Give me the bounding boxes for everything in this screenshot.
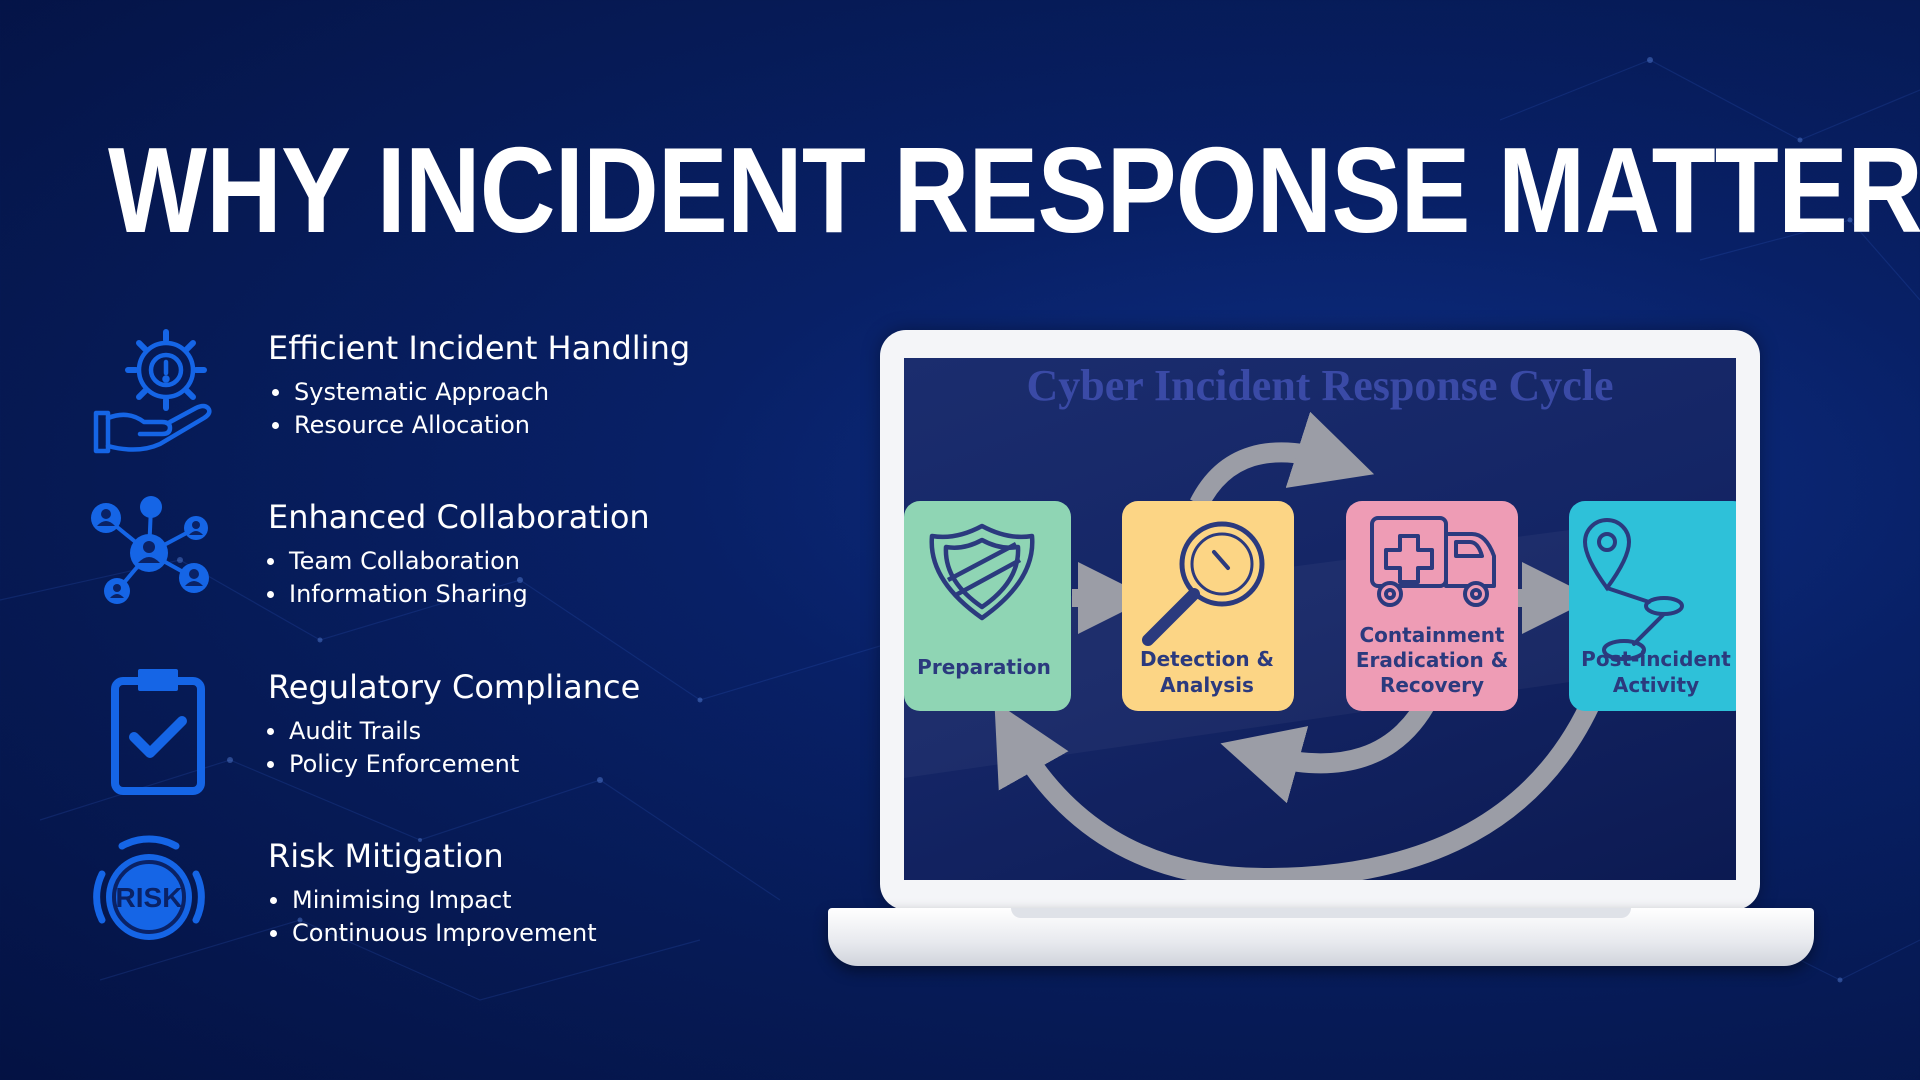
- list-item: Continuous Improvement: [266, 917, 597, 950]
- magnifier-icon: [1142, 521, 1265, 646]
- feature-heading: Regulatory Compliance: [268, 668, 641, 706]
- list-item: Resource Allocation: [268, 409, 549, 442]
- list-item: Team Collaboration: [263, 545, 528, 578]
- svg-text:RISK: RISK: [116, 882, 183, 913]
- feature-bullet-list: Team Collaboration Information Sharing: [263, 545, 528, 611]
- list-item: Minimising Impact: [266, 884, 597, 917]
- stage-label: Containment: [1359, 623, 1504, 647]
- laptop-screen: Cyber Incident Response Cycle Preparatio…: [904, 358, 1736, 880]
- laptop-mockup: Cyber Incident Response Cycle Preparatio…: [828, 330, 1814, 970]
- clipboard-check-icon: [92, 667, 222, 797]
- feature-bullet-list: Audit Trails Policy Enforcement: [263, 715, 519, 781]
- laptop-base: [828, 908, 1814, 966]
- feature-bullet-list: Systematic Approach Resource Allocation: [268, 376, 549, 442]
- feature-bullet-list: Minimising Impact Continuous Improvement: [266, 884, 597, 950]
- feature-heading: Enhanced Collaboration: [268, 498, 650, 536]
- page-title: WHY INCIDENT RESPONSE MATTER TO US: [108, 122, 1920, 258]
- incident-response-cycle-diagram: Cyber Incident Response Cycle Preparatio…: [904, 361, 1736, 880]
- stage-post-incident-activity: Post-incident Activity: [1569, 501, 1736, 711]
- list-item: Systematic Approach: [268, 376, 549, 409]
- shield-icon: [929, 523, 1035, 621]
- stage-containment-eradication-recovery: Containment Eradication & Recovery: [1346, 501, 1518, 711]
- stage-preparation: Preparation: [904, 501, 1071, 711]
- feature-enhanced-collaboration: Enhanced Collaboration Team Collaboratio…: [91, 496, 772, 647]
- feature-regulatory-compliance: Regulatory Compliance Audit Trails Polic…: [92, 667, 772, 817]
- stage-label: Recovery: [1380, 673, 1484, 697]
- route-pin-icon: [1582, 518, 1684, 661]
- stage-label: Eradication &: [1356, 648, 1508, 672]
- stage-label: Activity: [1613, 673, 1699, 697]
- ambulance-icon: [1370, 516, 1496, 607]
- feature-efficient-incident-handling: Efficient Incident Handling Systematic A…: [92, 328, 772, 478]
- laptop-bezel: Cyber Incident Response Cycle Preparatio…: [880, 330, 1760, 910]
- list-item: Audit Trails: [263, 715, 519, 748]
- stage-label: Analysis: [1160, 673, 1254, 697]
- gear-hand-alert-icon: [92, 328, 222, 458]
- stage-detection-analysis: Detection & Analysis: [1122, 501, 1294, 711]
- network-people-icon: [84, 493, 214, 623]
- feature-heading: Risk Mitigation: [268, 837, 504, 875]
- list-item: Information Sharing: [263, 578, 528, 611]
- laptop-hinge-notch: [1011, 908, 1631, 918]
- risk-gauge-icon: RISK: [84, 832, 214, 962]
- feature-risk-mitigation: RISK Risk Mitigation Minimising Impact C…: [92, 835, 772, 986]
- diagram-title: Cyber Incident Response Cycle: [1026, 361, 1613, 410]
- feature-heading: Efficient Incident Handling: [268, 329, 691, 367]
- stage-label: Preparation: [917, 655, 1051, 679]
- list-item: Policy Enforcement: [263, 748, 519, 781]
- stage-label: Detection &: [1140, 647, 1274, 671]
- stage-label: Post-incident: [1581, 647, 1731, 671]
